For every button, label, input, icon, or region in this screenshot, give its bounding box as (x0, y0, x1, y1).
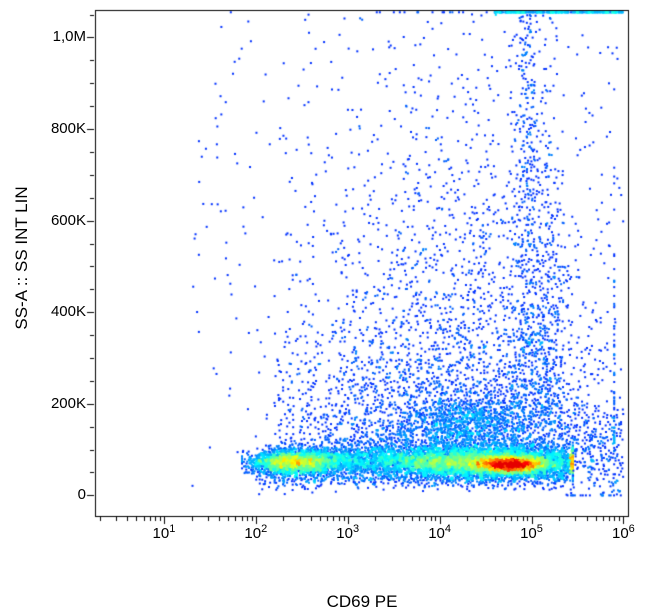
x-tick-label: 103 (336, 523, 360, 542)
x-tick-label: 106 (611, 523, 635, 542)
y-tick-label: 0 (77, 486, 86, 504)
x-tick-label: 104 (428, 523, 452, 542)
y-tick-label: 400K (50, 303, 86, 321)
x-tick-label: 105 (520, 523, 543, 542)
y-tick-label: 1,0M (52, 28, 86, 46)
x-tick-label: 102 (244, 523, 268, 542)
y-tick-label: 800K (50, 120, 86, 138)
y-tick-label: 200K (50, 394, 86, 412)
y-axis-label: SS-A :: SS INT LIN (12, 186, 31, 330)
x-tick-label: 101 (152, 523, 176, 542)
x-axis-label: CD69 PE (326, 592, 398, 611)
y-tick-label: 600K (50, 211, 86, 229)
